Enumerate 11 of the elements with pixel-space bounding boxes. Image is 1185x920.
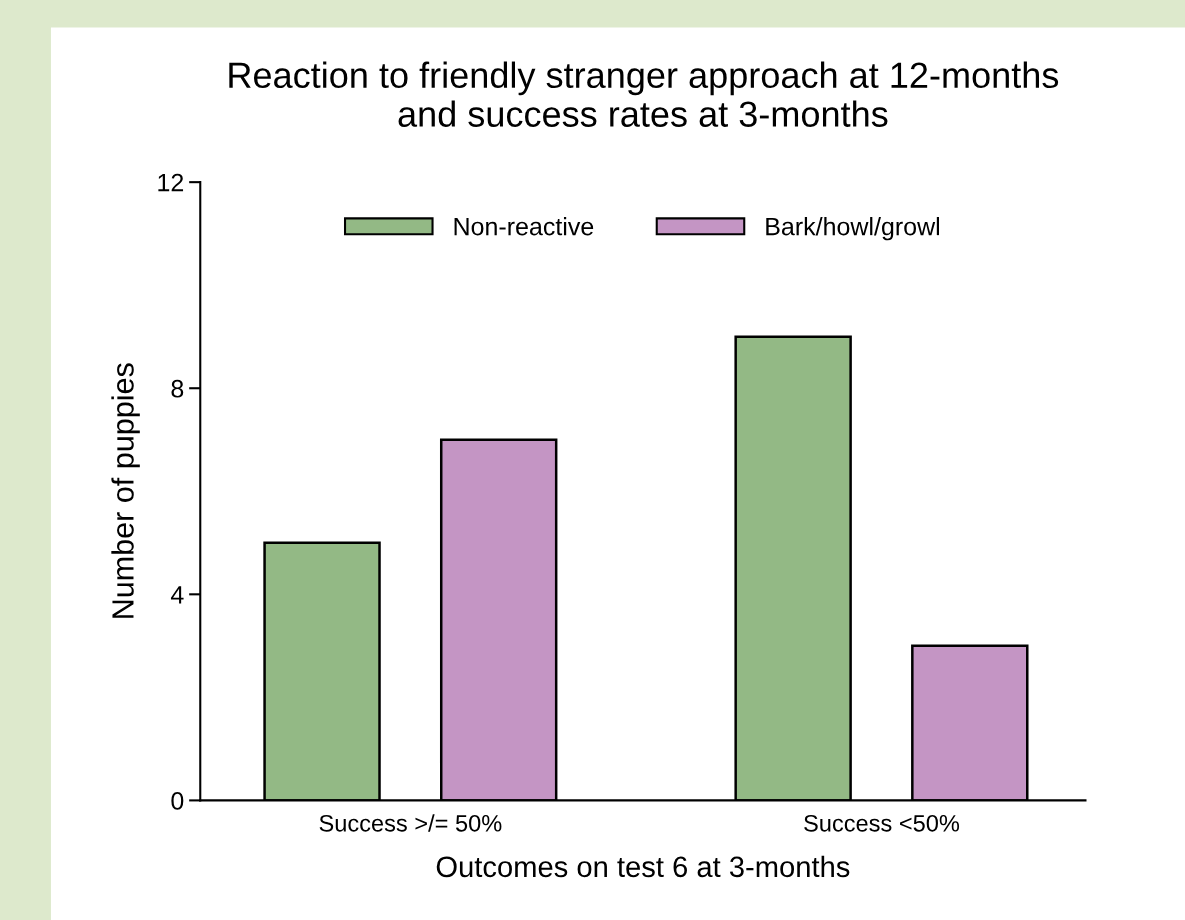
x-tick-label: Success <50% bbox=[804, 814, 960, 832]
legend-label: Bark/howl/growl bbox=[766, 217, 940, 241]
y-tick-label: 8 bbox=[171, 379, 184, 398]
y-tick-label: 12 bbox=[158, 173, 184, 192]
y-tick-label: 4 bbox=[170, 586, 184, 604]
y-axis-title: Number of puppies bbox=[111, 363, 140, 618]
chart-title: Reaction to friendly stranger approach at 12-months and success rates at 3-months bbox=[229, 61, 1059, 127]
y-tick-label: 0 bbox=[171, 792, 184, 810]
x-axis-title: Outcomes on test 6 at 3-months bbox=[436, 855, 850, 878]
x-tick-label: Success >/= 50% bbox=[319, 814, 502, 832]
legend-label: Non-reactive bbox=[454, 217, 594, 236]
